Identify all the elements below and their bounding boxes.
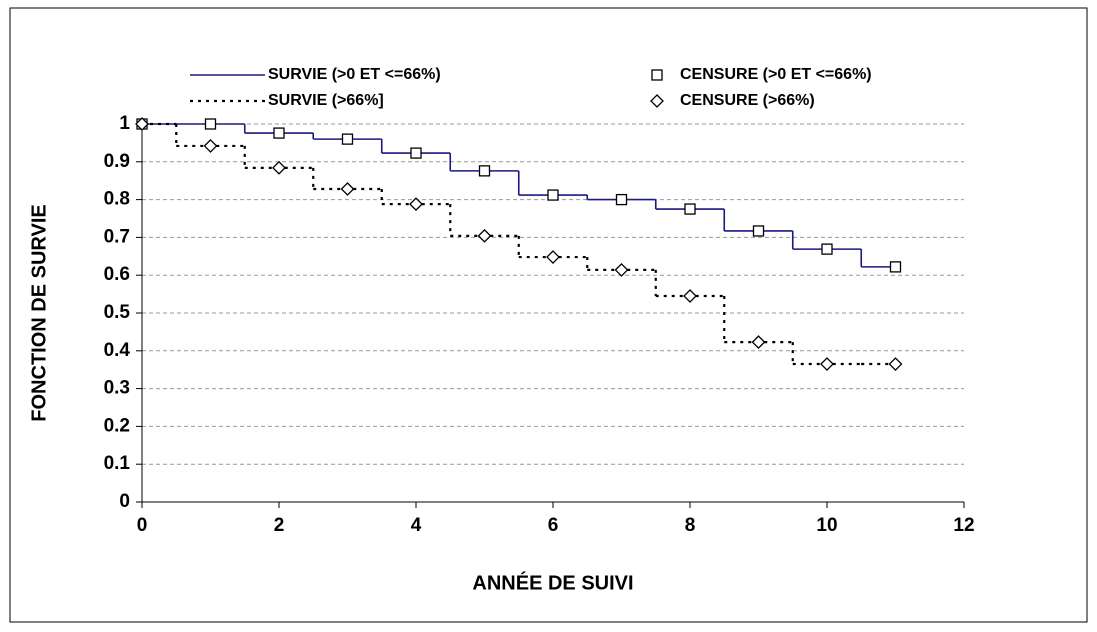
- censor-marker: [135, 117, 149, 131]
- y-tick-label: 1: [119, 113, 130, 134]
- y-tick-label: 0.9: [104, 151, 130, 172]
- censor-marker: [203, 139, 218, 153]
- censor-marker: [547, 189, 559, 201]
- censor-marker: [820, 357, 834, 371]
- y-tick-label: 0.3: [104, 378, 130, 399]
- censor-marker: [272, 160, 286, 175]
- y-tick-label: 0.7: [104, 226, 130, 247]
- x-tick-label: 2: [274, 515, 285, 536]
- x-tick-label: 12: [953, 515, 974, 536]
- y-axis-label: FONCTION DE SURVIE: [28, 204, 50, 421]
- x-tick-label: 8: [685, 515, 696, 536]
- y-tick-label: 0.4: [104, 340, 131, 361]
- censor-marker: [615, 193, 628, 206]
- legend-label: CENSURE (>66%): [680, 92, 815, 109]
- legend-marker: [651, 69, 663, 81]
- censor-marker: [340, 182, 355, 196]
- x-axis-label: ANNÉE DE SUIVI: [472, 571, 633, 594]
- legend-label: SURVIE (>66%]: [268, 92, 384, 109]
- y-tick-label: 0.6: [104, 264, 130, 285]
- y-tick-label: 0: [119, 491, 130, 512]
- legend-label: CENSURE (>0 ET <=66%): [680, 66, 872, 83]
- y-tick-label: 0.1: [104, 453, 131, 474]
- censor-marker: [341, 133, 354, 145]
- x-tick-label: 10: [816, 515, 837, 536]
- censor-marker: [752, 225, 765, 237]
- censor-marker: [751, 335, 766, 350]
- x-tick-label: 4: [411, 515, 422, 536]
- y-tick-label: 0.2: [104, 415, 130, 436]
- y-tick-label: 0.5: [104, 302, 131, 323]
- y-tick-label: 0.8: [104, 189, 130, 210]
- censor-marker: [477, 228, 492, 243]
- censor-marker: [683, 289, 697, 303]
- legend-marker: [650, 94, 664, 108]
- censor-marker: [821, 243, 833, 255]
- legend-label: SURVIE (>0 ET <=66%): [268, 66, 441, 83]
- censor-marker: [409, 197, 423, 212]
- censor-marker: [889, 261, 902, 273]
- censor-marker: [888, 357, 903, 371]
- x-tick-label: 0: [137, 515, 148, 536]
- censor-marker: [410, 147, 422, 159]
- censor-marker: [684, 203, 696, 215]
- chart-frame: [9, 7, 1088, 623]
- censor-marker: [204, 118, 217, 130]
- censor-marker: [614, 262, 629, 277]
- censor-marker: [273, 127, 285, 139]
- censor-marker: [546, 250, 560, 264]
- x-tick-label: 6: [548, 515, 559, 536]
- censor-marker: [478, 165, 491, 177]
